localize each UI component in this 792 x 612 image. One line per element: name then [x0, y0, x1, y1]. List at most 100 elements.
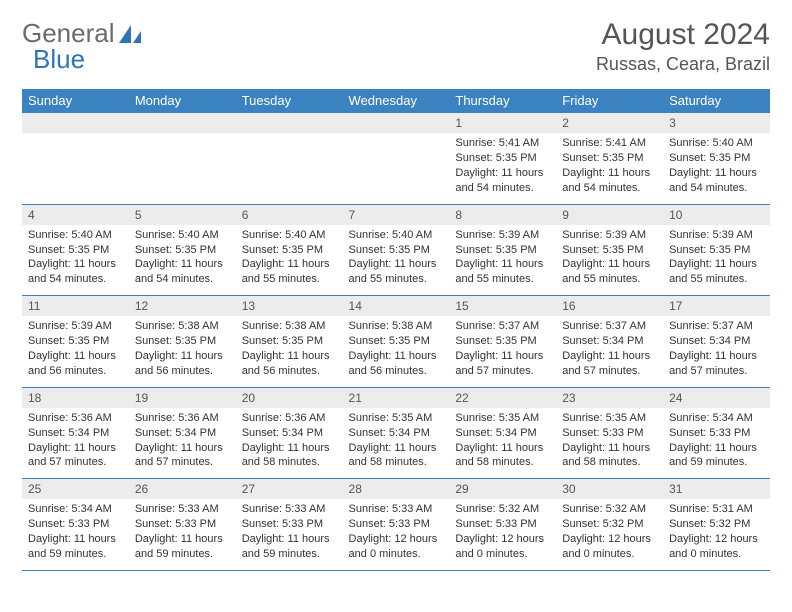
- sunset-text: Sunset: 5:35 PM: [455, 243, 550, 258]
- sunrise-text: Sunrise: 5:41 AM: [455, 136, 550, 151]
- calendar-cell: 19Sunrise: 5:36 AMSunset: 5:34 PMDayligh…: [129, 387, 236, 479]
- calendar-cell: 7Sunrise: 5:40 AMSunset: 5:35 PMDaylight…: [343, 204, 450, 296]
- day-info: Sunrise: 5:40 AMSunset: 5:35 PMDaylight:…: [22, 225, 129, 295]
- sunrise-text: Sunrise: 5:35 AM: [349, 411, 444, 426]
- day-number: 22: [449, 388, 556, 408]
- day-number: 31: [663, 479, 770, 499]
- sunrise-text: Sunrise: 5:37 AM: [562, 319, 657, 334]
- sunrise-text: Sunrise: 5:39 AM: [562, 228, 657, 243]
- day-info: Sunrise: 5:35 AMSunset: 5:33 PMDaylight:…: [556, 408, 663, 478]
- sunrise-text: Sunrise: 5:35 AM: [562, 411, 657, 426]
- calendar-cell: 23Sunrise: 5:35 AMSunset: 5:33 PMDayligh…: [556, 387, 663, 479]
- sunset-text: Sunset: 5:34 PM: [135, 426, 230, 441]
- sunset-text: Sunset: 5:35 PM: [242, 243, 337, 258]
- sunrise-text: Sunrise: 5:39 AM: [669, 228, 764, 243]
- sunset-text: Sunset: 5:35 PM: [455, 151, 550, 166]
- calendar-cell: [129, 113, 236, 205]
- sunset-text: Sunset: 5:32 PM: [562, 517, 657, 532]
- day-info: Sunrise: 5:41 AMSunset: 5:35 PMDaylight:…: [449, 133, 556, 203]
- dayhead-sat: Saturday: [663, 89, 770, 113]
- sunrise-text: Sunrise: 5:36 AM: [28, 411, 123, 426]
- daylight-text: Daylight: 11 hours and 54 minutes.: [28, 257, 123, 287]
- sunrise-text: Sunrise: 5:40 AM: [349, 228, 444, 243]
- day-number: 1: [449, 113, 556, 133]
- day-info: Sunrise: 5:37 AMSunset: 5:34 PMDaylight:…: [556, 316, 663, 386]
- calendar-cell: 6Sunrise: 5:40 AMSunset: 5:35 PMDaylight…: [236, 204, 343, 296]
- daylight-text: Daylight: 11 hours and 57 minutes.: [455, 349, 550, 379]
- day-number: 20: [236, 388, 343, 408]
- daylight-text: Daylight: 11 hours and 54 minutes.: [562, 166, 657, 196]
- sunset-text: Sunset: 5:34 PM: [28, 426, 123, 441]
- sunset-text: Sunset: 5:35 PM: [242, 334, 337, 349]
- daylight-text: Daylight: 11 hours and 57 minutes.: [562, 349, 657, 379]
- daylight-text: Daylight: 11 hours and 57 minutes.: [135, 441, 230, 471]
- daylight-text: Daylight: 12 hours and 0 minutes.: [669, 532, 764, 562]
- location: Russas, Ceara, Brazil: [596, 54, 770, 75]
- dayhead-wed: Wednesday: [343, 89, 450, 113]
- day-info: Sunrise: 5:31 AMSunset: 5:32 PMDaylight:…: [663, 499, 770, 569]
- calendar-row: 1Sunrise: 5:41 AMSunset: 5:35 PMDaylight…: [22, 113, 770, 205]
- calendar-cell: 3Sunrise: 5:40 AMSunset: 5:35 PMDaylight…: [663, 113, 770, 205]
- sunset-text: Sunset: 5:33 PM: [242, 517, 337, 532]
- calendar-cell: [22, 113, 129, 205]
- sunset-text: Sunset: 5:35 PM: [135, 334, 230, 349]
- daylight-text: Daylight: 11 hours and 59 minutes.: [28, 532, 123, 562]
- sunrise-text: Sunrise: 5:40 AM: [135, 228, 230, 243]
- sunset-text: Sunset: 5:33 PM: [135, 517, 230, 532]
- day-info: Sunrise: 5:40 AMSunset: 5:35 PMDaylight:…: [129, 225, 236, 295]
- calendar-cell: [236, 113, 343, 205]
- day-info: Sunrise: 5:34 AMSunset: 5:33 PMDaylight:…: [22, 499, 129, 569]
- calendar-cell: 12Sunrise: 5:38 AMSunset: 5:35 PMDayligh…: [129, 296, 236, 388]
- day-number: 17: [663, 296, 770, 316]
- day-info: Sunrise: 5:40 AMSunset: 5:35 PMDaylight:…: [343, 225, 450, 295]
- sunset-text: Sunset: 5:35 PM: [562, 151, 657, 166]
- sunrise-text: Sunrise: 5:32 AM: [562, 502, 657, 517]
- sunrise-text: Sunrise: 5:40 AM: [242, 228, 337, 243]
- daylight-text: Daylight: 12 hours and 0 minutes.: [349, 532, 444, 562]
- day-info: Sunrise: 5:38 AMSunset: 5:35 PMDaylight:…: [343, 316, 450, 386]
- daylight-text: Daylight: 11 hours and 54 minutes.: [455, 166, 550, 196]
- sunrise-text: Sunrise: 5:33 AM: [135, 502, 230, 517]
- daylight-text: Daylight: 11 hours and 58 minutes.: [349, 441, 444, 471]
- calendar-cell: 20Sunrise: 5:36 AMSunset: 5:34 PMDayligh…: [236, 387, 343, 479]
- calendar-cell: 29Sunrise: 5:32 AMSunset: 5:33 PMDayligh…: [449, 479, 556, 571]
- calendar-cell: 18Sunrise: 5:36 AMSunset: 5:34 PMDayligh…: [22, 387, 129, 479]
- sunset-text: Sunset: 5:34 PM: [349, 426, 444, 441]
- calendar-cell: 10Sunrise: 5:39 AMSunset: 5:35 PMDayligh…: [663, 204, 770, 296]
- sunset-text: Sunset: 5:35 PM: [669, 243, 764, 258]
- day-info: Sunrise: 5:37 AMSunset: 5:35 PMDaylight:…: [449, 316, 556, 386]
- logo-sail-icon: [117, 23, 143, 45]
- daylight-text: Daylight: 11 hours and 55 minutes.: [242, 257, 337, 287]
- sunset-text: Sunset: 5:32 PM: [669, 517, 764, 532]
- day-number: 21: [343, 388, 450, 408]
- sunrise-text: Sunrise: 5:34 AM: [669, 411, 764, 426]
- day-info: Sunrise: 5:39 AMSunset: 5:35 PMDaylight:…: [22, 316, 129, 386]
- sunrise-text: Sunrise: 5:38 AM: [242, 319, 337, 334]
- day-info: [236, 133, 343, 199]
- daylight-text: Daylight: 11 hours and 55 minutes.: [349, 257, 444, 287]
- sunset-text: Sunset: 5:34 PM: [562, 334, 657, 349]
- day-number: 19: [129, 388, 236, 408]
- sunset-text: Sunset: 5:34 PM: [455, 426, 550, 441]
- sunset-text: Sunset: 5:35 PM: [562, 243, 657, 258]
- day-number: [236, 113, 343, 133]
- day-info: Sunrise: 5:35 AMSunset: 5:34 PMDaylight:…: [449, 408, 556, 478]
- sunset-text: Sunset: 5:33 PM: [349, 517, 444, 532]
- month-title: August 2024: [596, 18, 770, 52]
- calendar-cell: 14Sunrise: 5:38 AMSunset: 5:35 PMDayligh…: [343, 296, 450, 388]
- day-info: Sunrise: 5:36 AMSunset: 5:34 PMDaylight:…: [236, 408, 343, 478]
- sunset-text: Sunset: 5:35 PM: [28, 334, 123, 349]
- calendar-cell: 5Sunrise: 5:40 AMSunset: 5:35 PMDaylight…: [129, 204, 236, 296]
- daylight-text: Daylight: 11 hours and 55 minutes.: [669, 257, 764, 287]
- daylight-text: Daylight: 11 hours and 59 minutes.: [135, 532, 230, 562]
- day-info: Sunrise: 5:32 AMSunset: 5:32 PMDaylight:…: [556, 499, 663, 569]
- day-info: Sunrise: 5:33 AMSunset: 5:33 PMDaylight:…: [343, 499, 450, 569]
- calendar-row: 25Sunrise: 5:34 AMSunset: 5:33 PMDayligh…: [22, 479, 770, 571]
- day-number: 27: [236, 479, 343, 499]
- day-number: 23: [556, 388, 663, 408]
- day-number: 14: [343, 296, 450, 316]
- calendar-cell: 9Sunrise: 5:39 AMSunset: 5:35 PMDaylight…: [556, 204, 663, 296]
- sunrise-text: Sunrise: 5:35 AM: [455, 411, 550, 426]
- day-info: Sunrise: 5:32 AMSunset: 5:33 PMDaylight:…: [449, 499, 556, 569]
- sunrise-text: Sunrise: 5:33 AM: [349, 502, 444, 517]
